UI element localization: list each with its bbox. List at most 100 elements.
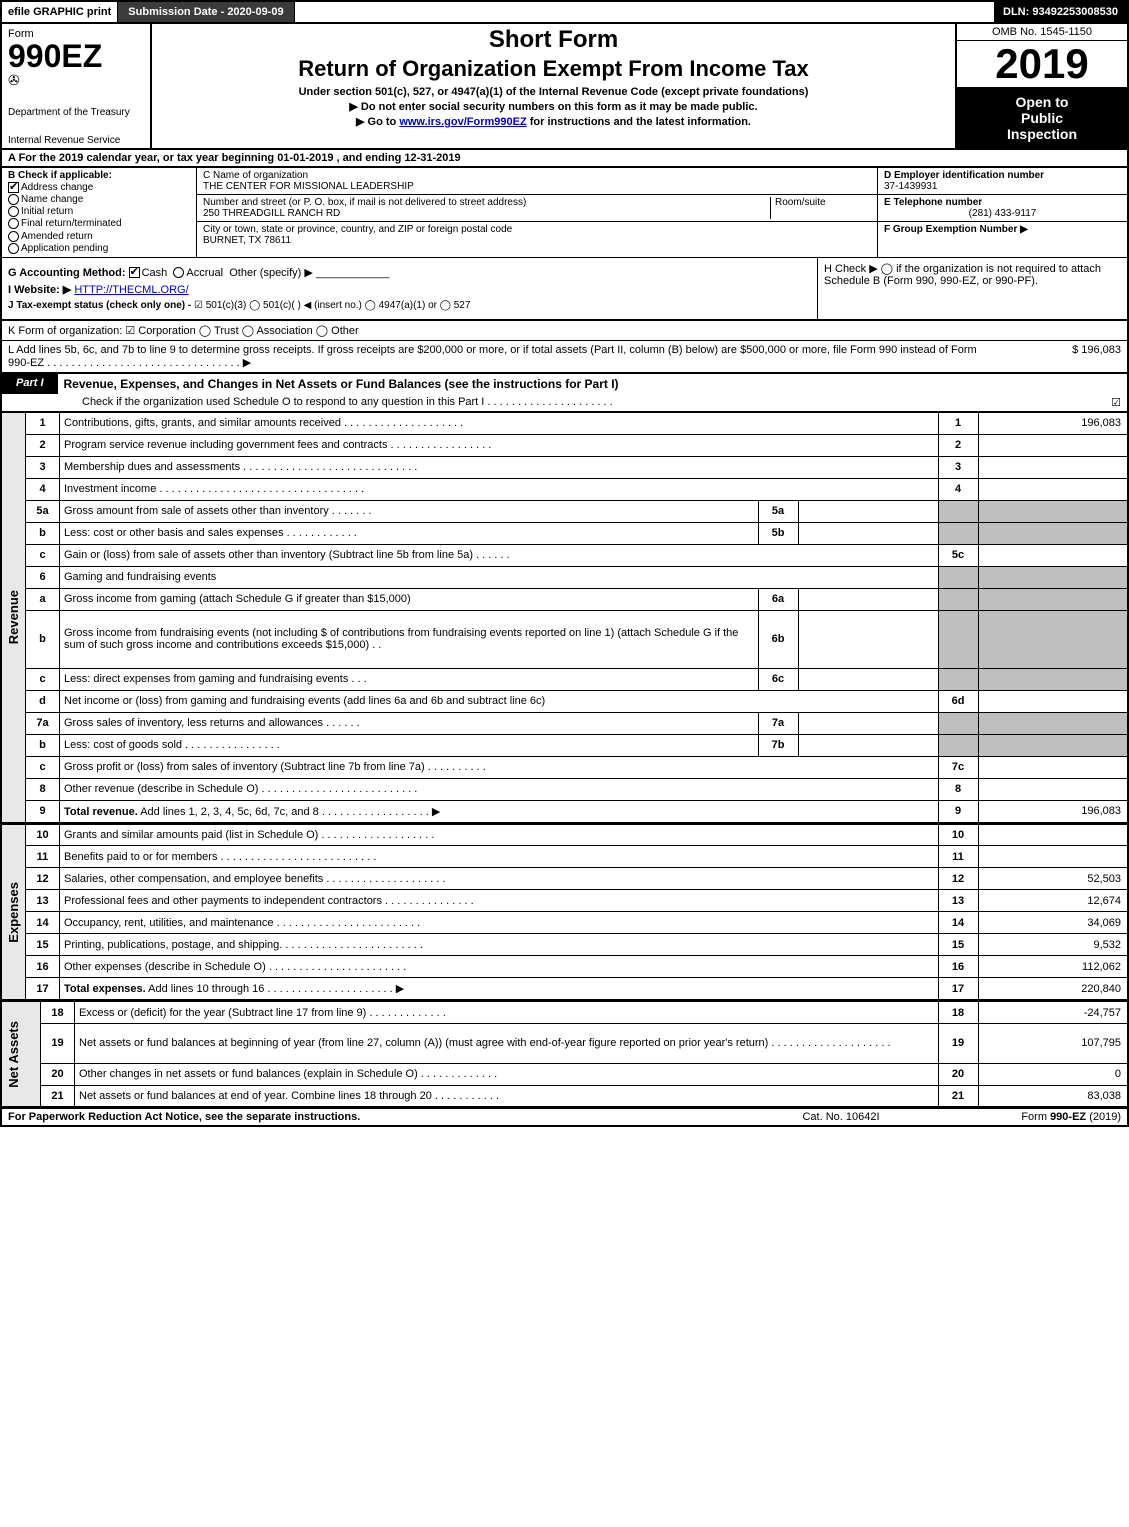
table-row: 5aGross amount from sale of assets other… (1, 500, 1128, 522)
footer-left: For Paperwork Reduction Act Notice, see … (8, 1111, 741, 1123)
part1-sub-check[interactable]: ☑ (1101, 396, 1121, 409)
checkbox-icon[interactable] (129, 267, 140, 278)
line-number: 1 (26, 412, 60, 434)
amount-grey (978, 668, 1128, 690)
right-num-grey (938, 566, 978, 588)
chk-label: Name change (21, 194, 83, 205)
form-number: 990EZ (8, 40, 144, 72)
chk-name-change[interactable]: Name change (8, 194, 190, 205)
d-label: D Employer identification number (884, 170, 1121, 181)
line-desc: Gross amount from sale of assets other t… (60, 500, 759, 522)
amount-grey (978, 610, 1128, 668)
c-city-label: City or town, state or province, country… (203, 224, 871, 235)
right-num: 19 (938, 1023, 978, 1063)
right-num: 20 (938, 1063, 978, 1085)
circle-icon[interactable] (173, 267, 184, 278)
table-row: bGross income from fundraising events (n… (1, 610, 1128, 668)
line-desc: Net assets or fund balances at beginning… (75, 1023, 939, 1063)
part1-header: Part I Revenue, Expenses, and Changes in… (0, 374, 1129, 394)
side-label: Net Assets (1, 1001, 41, 1107)
subline-number: 6a (758, 588, 798, 610)
line-number: 11 (26, 846, 60, 868)
table-row: Expenses10Grants and similar amounts pai… (1, 824, 1128, 846)
amount-grey (978, 588, 1128, 610)
line-number: 10 (26, 824, 60, 846)
amount-value: -24,757 (978, 1001, 1128, 1023)
amount-grey (978, 734, 1128, 756)
chk-label: Final return/terminated (21, 219, 122, 230)
right-num: 11 (938, 846, 978, 868)
topbar-spacer (295, 2, 995, 22)
amount-grey (978, 566, 1128, 588)
amount-value: 12,674 (978, 890, 1128, 912)
right-num-grey (938, 668, 978, 690)
line-desc: Total expenses. Add lines 10 through 16 … (60, 978, 939, 1000)
line-desc: Other expenses (describe in Schedule O) … (60, 956, 939, 978)
table-row: Revenue1Contributions, gifts, grants, an… (1, 412, 1128, 434)
chk-initial-return[interactable]: Initial return (8, 206, 190, 217)
table-row: bLess: cost of goods sold . . . . . . . … (1, 734, 1128, 756)
line-number: 5a (26, 500, 60, 522)
line-desc: Investment income . . . . . . . . . . . … (60, 478, 939, 500)
right-num: 1 (938, 412, 978, 434)
line-number: 6 (26, 566, 60, 588)
amount-value: 9,532 (978, 934, 1128, 956)
line-desc: Occupancy, rent, utilities, and maintena… (60, 912, 939, 934)
amount-value (978, 824, 1128, 846)
table-row: 9Total revenue. Add lines 1, 2, 3, 4, 5c… (1, 800, 1128, 822)
chk-address-change[interactable]: Address change (8, 182, 190, 193)
l-text: L Add lines 5b, 6c, and 7b to line 9 to … (8, 344, 1001, 369)
line-desc: Gross profit or (loss) from sales of inv… (60, 756, 939, 778)
line-number: c (26, 756, 60, 778)
table-row: cGross profit or (loss) from sales of in… (1, 756, 1128, 778)
line-number: 16 (26, 956, 60, 978)
c-name-cell: C Name of organization THE CENTER FOR MI… (197, 168, 877, 195)
right-num: 5c (938, 544, 978, 566)
submission-date-label: Submission Date - 2020-09-09 (118, 2, 294, 22)
right-num: 2 (938, 434, 978, 456)
right-num: 6d (938, 690, 978, 712)
amount-value (978, 456, 1128, 478)
d-ein-cell: D Employer identification number 37-1439… (878, 168, 1127, 195)
subline-value (798, 522, 938, 544)
line-number: c (26, 668, 60, 690)
line-number: 13 (26, 890, 60, 912)
amount-value (978, 756, 1128, 778)
footer-center: Cat. No. 10642I (741, 1111, 941, 1123)
line-desc: Program service revenue including govern… (60, 434, 939, 456)
efile-print-button[interactable]: efile GRAPHIC print (2, 2, 118, 22)
header-center: Short Form Return of Organization Exempt… (152, 24, 957, 148)
right-num: 13 (938, 890, 978, 912)
amount-value (978, 544, 1128, 566)
line-desc: Net assets or fund balances at end of ye… (75, 1085, 939, 1107)
amount-value: 196,083 (978, 800, 1128, 822)
subline-value (798, 668, 938, 690)
amount-value: 196,083 (978, 412, 1128, 434)
chk-final-return[interactable]: Final return/terminated (8, 218, 190, 229)
amount-grey (978, 712, 1128, 734)
table-row: 21Net assets or fund balances at end of … (1, 1085, 1128, 1107)
line-desc: Contributions, gifts, grants, and simila… (60, 412, 939, 434)
g-accrual: Accrual (186, 267, 223, 279)
subline-number: 5a (758, 500, 798, 522)
chk-amended[interactable]: Amended return (8, 231, 190, 242)
line-number: b (26, 610, 60, 668)
line-desc: Gross sales of inventory, less returns a… (60, 712, 759, 734)
chk-app-pending[interactable]: Application pending (8, 243, 190, 254)
irs-link[interactable]: www.irs.gov/Form990EZ (399, 116, 526, 128)
line-number: b (26, 734, 60, 756)
website-link[interactable]: HTTP://THECML.ORG/ (74, 284, 188, 296)
section-ghij: G Accounting Method: Cash Accrual Other … (0, 257, 1129, 321)
section-def: D Employer identification number 37-1439… (877, 168, 1127, 257)
right-num: 18 (938, 1001, 978, 1023)
gh-left: G Accounting Method: Cash Accrual Other … (2, 258, 817, 319)
subline-value (798, 500, 938, 522)
line-number: c (26, 544, 60, 566)
subline-value (798, 588, 938, 610)
g-label: G Accounting Method: (8, 267, 126, 279)
phone-value: (281) 433-9117 (884, 208, 1121, 219)
part1-sub-text: Check if the organization used Schedule … (82, 396, 1101, 409)
line-number: 2 (26, 434, 60, 456)
line-desc: Gaming and fundraising events (60, 566, 939, 588)
dept-treasury: Department of the Treasury (8, 107, 144, 118)
